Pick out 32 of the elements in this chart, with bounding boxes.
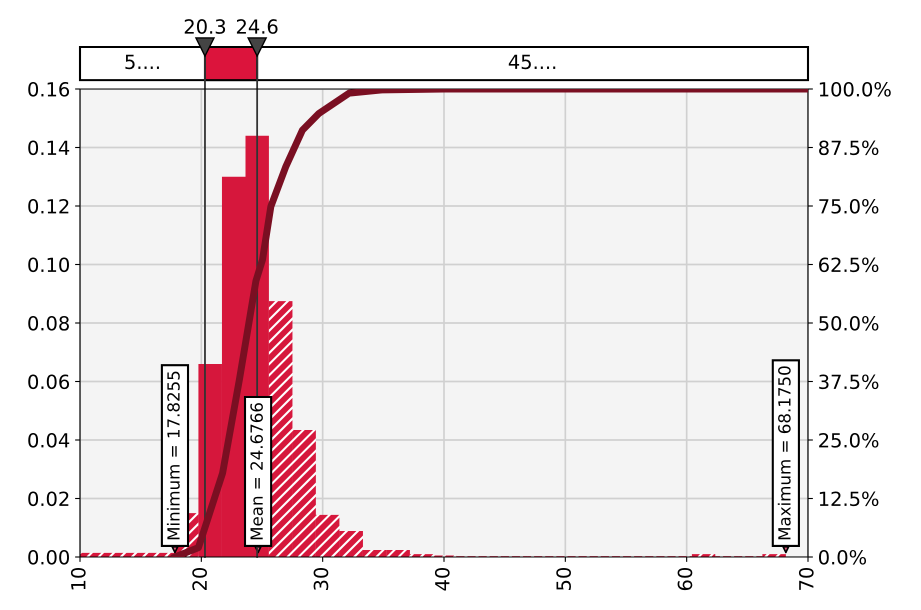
annotation: Mean = 24.6766 (250, 403, 263, 540)
annotation: Minimum = 17.8255 (166, 372, 180, 540)
x-tick-label: 10 (70, 568, 86, 590)
y2-tick-label: 62.5% (819, 257, 878, 272)
y2-tick-label: 12.5% (820, 491, 878, 506)
text: 5.... (125, 54, 159, 70)
y-tick-label: 0.02 (28, 491, 68, 506)
y2-tick-label: 37.5% (819, 374, 878, 390)
y-tick-label: 0.14 (28, 140, 70, 156)
y2-tick-label: 100.0% (820, 82, 891, 97)
y-tick-label: 0.00 (28, 550, 69, 565)
y2-tick-label: 75.0% (819, 198, 878, 214)
ref-line-label: 24.6 (236, 19, 278, 34)
annotation: Maximum = 68.1750 (778, 366, 791, 540)
x-tick-label: 70 (798, 568, 814, 590)
y-tick-label: 0.08 (28, 316, 69, 331)
y-tick-label: 0.12 (28, 198, 68, 214)
x-tick-label: 60 (678, 568, 692, 590)
y-tick-label: 0.16 (28, 82, 70, 97)
x-tick-label: 50 (556, 568, 571, 590)
y2-tick-label: 25.0% (819, 432, 878, 448)
x-tick-label: 30 (314, 568, 328, 590)
y-tick-label: 0.10 (28, 257, 69, 272)
ref-line-label: 20.3 (184, 19, 226, 34)
y2-tick-label: 0.0% (819, 550, 866, 565)
x-tick-label: 40 (434, 568, 450, 591)
text: 45.... (508, 54, 556, 70)
y2-tick-label: 50.0% (819, 316, 878, 331)
y-tick-label: 0.04 (28, 432, 70, 448)
y2-tick-label: 87.5% (819, 140, 878, 156)
y-tick-label: 0.06 (28, 374, 70, 390)
x-tick-label: 20 (192, 568, 207, 590)
